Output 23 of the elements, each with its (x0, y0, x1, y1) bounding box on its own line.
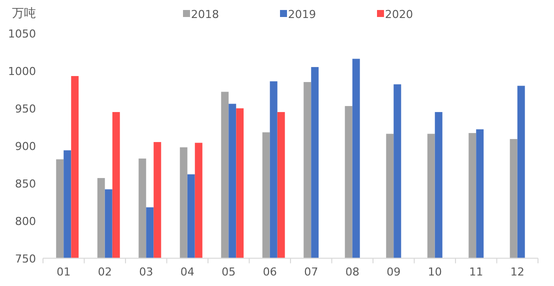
y-tick-label: 1000 (8, 64, 36, 78)
y-tick-label: 900 (15, 140, 36, 153)
x-tick-label: 07 (304, 265, 318, 278)
x-tick-label: 12 (510, 265, 524, 278)
x-tick-label: 11 (469, 265, 484, 278)
x-tick-label: 09 (386, 265, 401, 278)
y-tick-label: 850 (15, 177, 36, 190)
x-tick-label: 08 (345, 265, 360, 278)
legend-label: 2020 (385, 8, 413, 21)
x-tick-label: 03 (139, 265, 154, 278)
y-tick-label: 750 (15, 252, 36, 266)
x-tick-label: 01 (56, 265, 71, 278)
x-tick-label: 10 (428, 265, 442, 278)
y-tick-label: 950 (15, 102, 36, 116)
x-tick-label: 04 (180, 265, 194, 278)
legend-label: 2019 (288, 8, 316, 21)
y-tick-label: 1050 (8, 27, 36, 40)
y-tick-label: 800 (15, 214, 36, 228)
legend-label: 2018 (191, 8, 219, 21)
x-tick-label: 02 (98, 265, 112, 278)
x-tick-label: 06 (262, 265, 277, 278)
y-axis-title: 万吨 (12, 6, 36, 20)
x-tick-label: 05 (222, 265, 236, 278)
